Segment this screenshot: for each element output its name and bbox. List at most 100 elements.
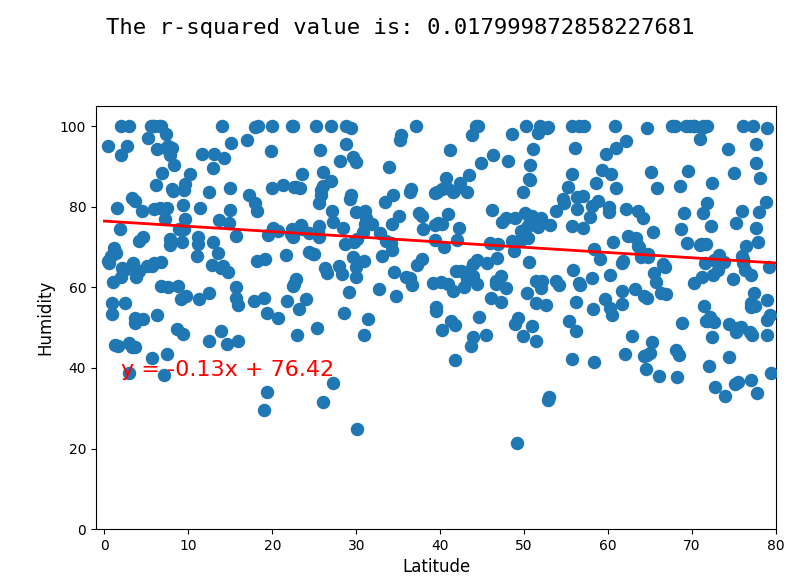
Point	[340, 139, 353, 149]
Point	[722, 319, 735, 328]
Point	[514, 226, 527, 236]
Point	[701, 198, 714, 208]
Point	[176, 238, 189, 247]
Point	[460, 275, 473, 284]
Point	[573, 121, 586, 131]
Point	[115, 151, 128, 160]
Point	[485, 293, 498, 303]
Point	[682, 166, 694, 176]
Point	[638, 291, 650, 300]
Point	[203, 336, 216, 345]
Point	[694, 239, 707, 249]
Point	[325, 176, 338, 185]
Point	[605, 169, 618, 179]
Point	[750, 223, 762, 232]
Point	[251, 206, 264, 216]
Point	[574, 280, 586, 289]
Point	[628, 284, 641, 293]
Point	[668, 121, 681, 131]
Point	[703, 312, 716, 322]
Point	[170, 324, 183, 333]
Point	[557, 194, 570, 203]
Point	[404, 184, 417, 193]
Point	[286, 121, 299, 131]
Point	[358, 219, 371, 229]
Point	[159, 129, 172, 138]
Point	[569, 143, 582, 153]
Point	[313, 233, 326, 242]
Point	[129, 273, 142, 282]
Point	[129, 318, 142, 328]
Point	[335, 270, 348, 279]
Point	[674, 181, 686, 191]
Point	[230, 231, 242, 240]
Point	[154, 258, 167, 267]
Point	[195, 149, 208, 159]
Point	[467, 271, 480, 280]
Point	[453, 224, 466, 233]
Point	[350, 208, 362, 217]
Point	[166, 143, 178, 153]
Point	[194, 203, 207, 212]
Point	[522, 175, 535, 184]
Point	[148, 204, 161, 213]
Point	[386, 246, 398, 255]
Point	[722, 144, 734, 153]
Point	[249, 198, 262, 208]
Point	[616, 258, 629, 268]
Point	[603, 270, 616, 280]
Point	[286, 121, 299, 131]
Point	[704, 221, 717, 230]
Point	[481, 258, 494, 268]
Point	[519, 121, 532, 131]
Point	[222, 219, 235, 228]
Point	[173, 225, 186, 234]
Point	[358, 330, 370, 340]
Point	[540, 123, 553, 132]
Point	[106, 298, 118, 308]
Point	[632, 206, 645, 216]
Point	[302, 229, 315, 238]
Point	[558, 198, 570, 208]
Point	[232, 336, 245, 346]
Point	[619, 204, 632, 213]
Point	[702, 362, 715, 371]
Point	[490, 276, 502, 286]
Point	[294, 220, 307, 229]
Point	[495, 271, 508, 280]
Point	[217, 261, 230, 270]
Point	[699, 239, 712, 248]
Point	[250, 256, 263, 266]
Point	[587, 245, 600, 254]
Point	[592, 196, 605, 205]
Point	[309, 121, 322, 131]
Point	[441, 183, 454, 192]
Point	[359, 206, 372, 215]
Point	[706, 178, 719, 187]
Point	[694, 134, 706, 143]
Point	[566, 265, 579, 275]
Point	[300, 295, 313, 304]
Point	[642, 252, 655, 262]
Point	[176, 225, 189, 235]
Point	[290, 275, 302, 284]
Point	[385, 238, 398, 248]
Point	[287, 279, 300, 289]
Point	[122, 339, 135, 348]
Point	[223, 183, 236, 193]
Point	[217, 153, 230, 163]
Point	[350, 272, 362, 282]
Point	[229, 282, 242, 291]
Point	[765, 368, 778, 377]
Point	[707, 255, 720, 265]
Point	[261, 309, 274, 318]
Text: y = -0.13x + 76.42: y = -0.13x + 76.42	[121, 360, 334, 380]
X-axis label: Latitude: Latitude	[402, 559, 470, 576]
Point	[595, 166, 608, 175]
Point	[602, 203, 615, 212]
Point	[647, 268, 660, 278]
Point	[247, 296, 260, 306]
Point	[599, 149, 612, 159]
Point	[586, 201, 598, 211]
Point	[174, 294, 187, 303]
